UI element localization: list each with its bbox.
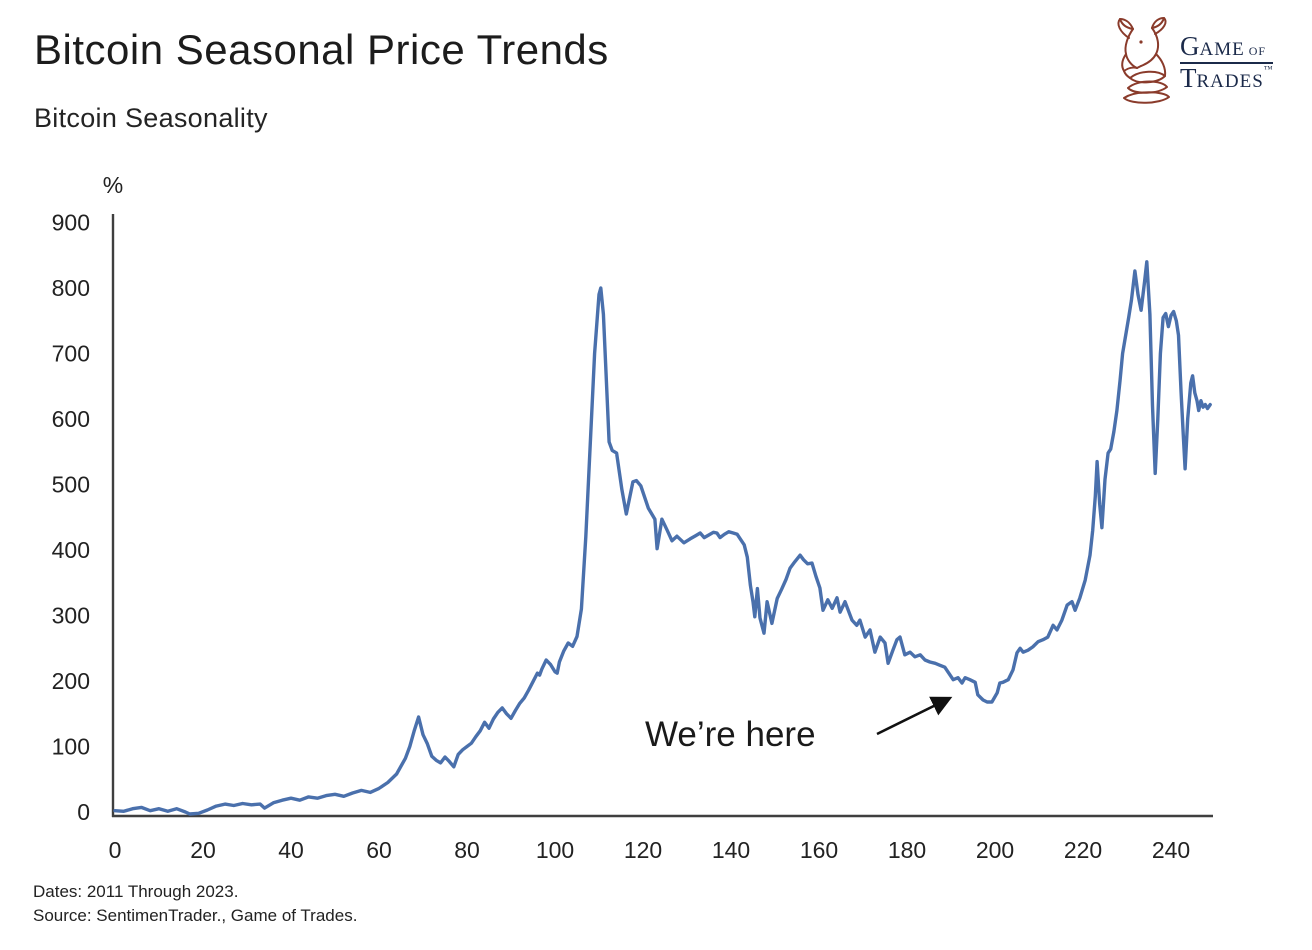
x-tick-label: 40 xyxy=(278,837,304,863)
x-tick-label: 180 xyxy=(888,837,926,863)
were-here-arrow xyxy=(876,696,953,736)
footnote-source: Source: SentimenTrader., Game of Trades. xyxy=(33,906,358,925)
y-axis-tick-labels: 0 100 200 300 400 500 600 700 800 900 xyxy=(52,210,90,826)
x-tick-label: 120 xyxy=(624,837,662,863)
x-tick-label: 220 xyxy=(1064,837,1102,863)
footnote-dates: Dates: 2011 Through 2023. xyxy=(33,882,239,901)
y-tick-label: 500 xyxy=(52,472,90,498)
y-tick-label: 400 xyxy=(52,537,90,563)
x-tick-label: 100 xyxy=(536,837,574,863)
y-tick-label: 800 xyxy=(52,275,90,301)
y-tick-label: 300 xyxy=(52,603,90,629)
y-tick-label: 0 xyxy=(77,799,90,825)
bull-knight-icon xyxy=(1108,16,1180,108)
logo-wordmark: GAME OF TRADES™ xyxy=(1180,30,1273,93)
game-of-trades-logo: GAME OF TRADES™ xyxy=(1108,16,1298,108)
y-tick-label: 900 xyxy=(52,210,90,236)
logo-line-game-of: GAME OF xyxy=(1180,30,1267,61)
x-tick-label: 160 xyxy=(800,837,838,863)
y-tick-label: 200 xyxy=(52,668,90,694)
page-title: Bitcoin Seasonal Price Trends xyxy=(34,26,609,73)
chart-footnotes: Dates: 2011 Through 2023. Source: Sentim… xyxy=(33,880,357,928)
y-tick-label: 700 xyxy=(52,341,90,367)
y-tick-label: 100 xyxy=(52,734,90,760)
y-axis-unit-label: % xyxy=(103,172,123,198)
y-tick-label: 600 xyxy=(52,406,90,432)
were-here-annotation: We’re here xyxy=(645,715,816,754)
x-tick-label: 200 xyxy=(976,837,1014,863)
x-tick-label: 20 xyxy=(190,837,216,863)
x-tick-label: 80 xyxy=(454,837,480,863)
x-tick-label: 60 xyxy=(366,837,392,863)
x-tick-label: 140 xyxy=(712,837,750,863)
x-tick-label: 240 xyxy=(1152,837,1190,863)
logo-line-trades: TRADES™ xyxy=(1180,61,1273,93)
chart-subtitle: Bitcoin Seasonality xyxy=(34,103,268,133)
bitcoin-seasonality-line xyxy=(113,260,1212,816)
x-axis-tick-labels: 0 20 40 60 80 100 120 140 160 180 200 220 240 xyxy=(109,837,1191,863)
x-tick-label: 0 xyxy=(109,837,122,863)
